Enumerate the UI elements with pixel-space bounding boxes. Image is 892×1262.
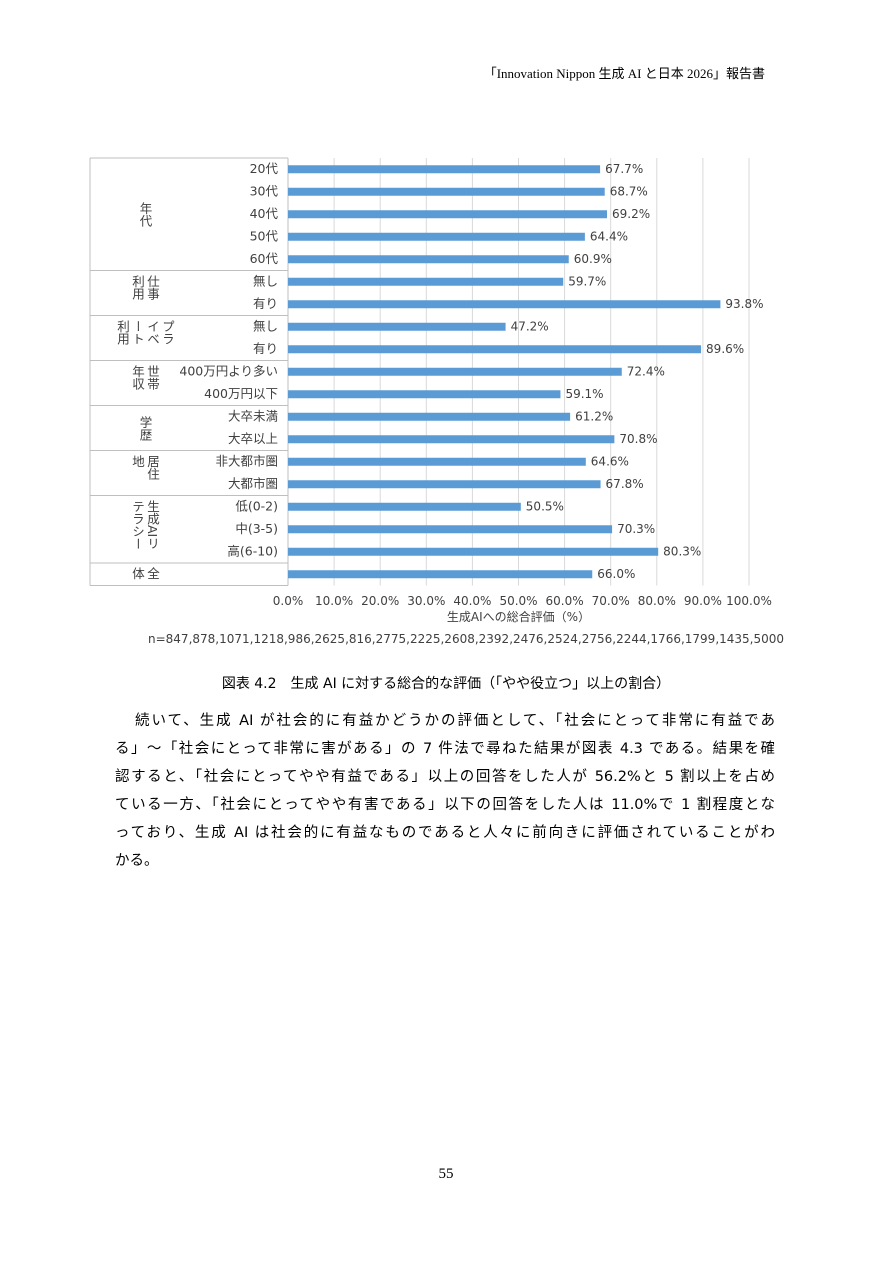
bar	[288, 187, 605, 196]
bar	[288, 277, 564, 286]
data-label: 67.7%	[605, 162, 643, 176]
bar	[288, 232, 585, 241]
category-label: 30代	[250, 183, 279, 198]
paragraph-line: る」～「社会にとって非常に害がある」の 7 件法で尋ねた結果が図表 4.3 であ…	[115, 741, 775, 757]
data-label: 50.5%	[526, 499, 564, 513]
data-label: 69.2%	[612, 207, 650, 221]
x-tick-label: 90.0%	[684, 594, 722, 608]
x-tick-label: 50.0%	[499, 594, 537, 608]
group-label: 居住地	[130, 454, 160, 480]
data-label: 89.6%	[706, 342, 744, 356]
bar	[288, 345, 702, 354]
category-label: 有り	[253, 341, 278, 356]
paragraph: 続いて、生成 AI が社会的に有益かどうかの評価として、「社会にとって非常に有益…	[115, 707, 775, 875]
category-label: 大都市圏	[228, 476, 278, 491]
category-label: 50代	[250, 228, 279, 243]
bar	[288, 367, 622, 376]
bar	[288, 547, 659, 556]
sample-note: n=847,878,1071,1218,986,2625,816,2775,22…	[148, 632, 784, 646]
paragraph-line: ている一方、「社会にとってやや有害である」以下の回答をした人は 11.0%で 1…	[115, 797, 775, 813]
group-label: 年代	[137, 201, 153, 227]
bar	[288, 435, 615, 444]
x-tick-label: 30.0%	[407, 594, 445, 608]
category-label: 400万円以下	[204, 386, 278, 401]
category-label: 非大都市圏	[215, 453, 278, 468]
x-tick-label: 60.0%	[546, 594, 584, 608]
bar	[288, 525, 613, 534]
x-tick-label: 70.0%	[592, 594, 630, 608]
bar	[288, 210, 608, 219]
bar	[288, 412, 571, 421]
paragraph-line: 認すると、「社会にとってやや有益である」以上の回答をした人が 56.2%と 5 …	[115, 769, 775, 785]
category-label: 無し	[253, 318, 278, 333]
group-label: 生成AIリテラシー	[130, 499, 160, 550]
bar	[288, 480, 601, 489]
paragraph-line: っており、生成 AI は社会的に有益なものであると人々に前向きに評価されているこ…	[115, 825, 775, 841]
figure-caption: 図表 4.2 生成 AI に対する総合的な評価（「やや役立つ」以上の割合）	[221, 676, 671, 692]
data-label: 93.8%	[725, 297, 763, 311]
running-header: 「Innovation Nippon 生成 AI と日本 2026」報告書	[483, 66, 765, 81]
data-label: 70.3%	[617, 522, 655, 536]
bar	[288, 502, 521, 511]
category-label: 40代	[250, 206, 279, 221]
category-label: 60代	[250, 251, 279, 266]
group-label: 学歴	[137, 415, 153, 441]
category-label: 有り	[253, 296, 278, 311]
data-label: 67.8%	[606, 477, 644, 491]
category-label: 20代	[250, 161, 279, 176]
data-label: 70.8%	[619, 432, 657, 446]
data-label: 47.2%	[511, 319, 549, 333]
group-label: プライベート利用	[115, 319, 175, 345]
category-label: 中(3-5)	[235, 521, 278, 536]
data-label: 80.3%	[663, 544, 701, 558]
bar	[288, 165, 601, 174]
category-label: 大卒以上	[228, 431, 278, 446]
group-label: 仕事利用	[130, 274, 160, 300]
category-label: 大卒未満	[228, 408, 278, 423]
bar	[288, 457, 586, 466]
bar	[288, 322, 506, 331]
x-tick-label: 40.0%	[453, 594, 491, 608]
data-label: 68.7%	[610, 184, 648, 198]
category-label: 高(6-10)	[227, 543, 278, 558]
x-tick-label: 80.0%	[638, 594, 676, 608]
data-label: 72.4%	[627, 364, 665, 378]
x-tick-label: 0.0%	[273, 594, 304, 608]
x-tick-label: 100.0%	[726, 594, 772, 608]
x-axis-title: 生成AIへの総合評価（%）	[447, 609, 590, 624]
bar	[288, 390, 561, 399]
category-label: 無し	[253, 273, 278, 288]
bar	[288, 255, 569, 264]
group-label: 世帯年収	[130, 364, 160, 390]
data-label: 59.1%	[565, 387, 603, 401]
category-label: 低(0-2)	[235, 498, 278, 513]
bar	[288, 300, 721, 309]
data-label: 64.6%	[591, 454, 629, 468]
group-label: 全体	[130, 567, 160, 580]
page-number: 55	[438, 1166, 454, 1182]
bar	[288, 570, 593, 579]
data-label: 66.0%	[597, 567, 635, 581]
category-label: 400万円より多い	[179, 363, 278, 378]
x-tick-label: 20.0%	[361, 594, 399, 608]
data-label: 59.7%	[568, 274, 606, 288]
data-label: 61.2%	[575, 409, 613, 423]
x-tick-label: 10.0%	[315, 594, 353, 608]
data-label: 64.4%	[590, 229, 628, 243]
data-label: 60.9%	[574, 252, 612, 266]
paragraph-line: かる。	[115, 853, 159, 869]
paragraph-line: 続いて、生成 AI が社会的に有益かどうかの評価として、「社会にとって非常に有益…	[135, 713, 775, 729]
